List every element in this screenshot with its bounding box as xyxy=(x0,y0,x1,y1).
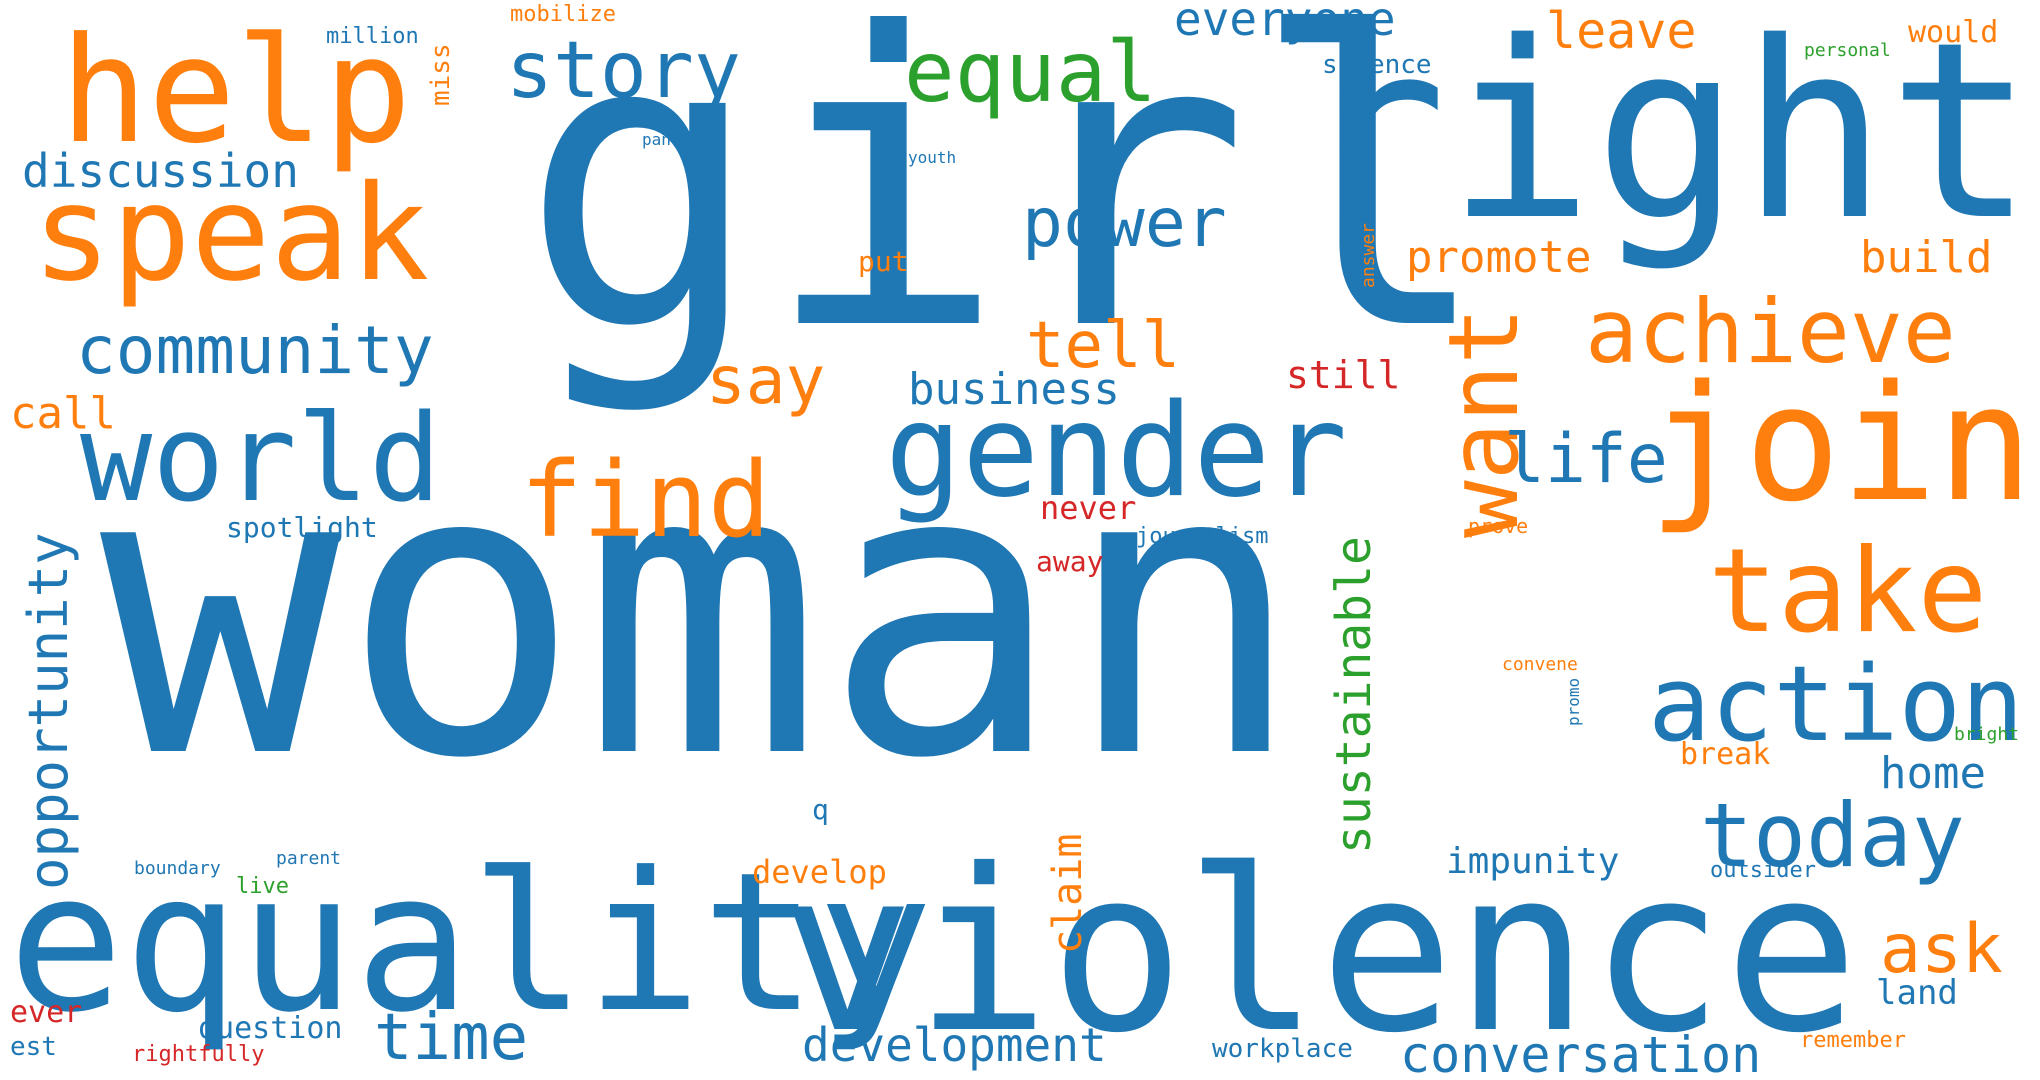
word-opportunity: opportunity xyxy=(17,532,80,890)
word-ask: ask xyxy=(1880,910,2003,989)
word-q: q xyxy=(812,793,829,826)
word-never: never xyxy=(1040,489,1137,527)
word-silence: silence xyxy=(1322,50,1432,80)
word-still: still xyxy=(1286,353,1401,397)
word-world: world xyxy=(80,390,442,529)
word-story: story xyxy=(506,26,741,116)
word-break: break xyxy=(1680,737,1771,772)
word-outsider: outsider xyxy=(1710,858,1816,883)
word-conversation: conversation xyxy=(1400,1026,1762,1080)
word-convene: convene xyxy=(1502,654,1578,675)
word-spotlight: spotlight xyxy=(226,511,378,544)
word-prove: prove xyxy=(1468,514,1529,538)
word-say: say xyxy=(706,342,826,419)
word-ever: ever xyxy=(10,995,83,1030)
word-development: development xyxy=(802,1018,1107,1072)
word-live: live xyxy=(236,874,289,899)
word-boundary: boundary xyxy=(134,858,221,879)
word-personal: personal xyxy=(1804,40,1891,61)
word-right: right xyxy=(1300,0,2035,274)
word-girl: girl xyxy=(520,0,1493,419)
word-community: community xyxy=(76,312,434,389)
word-bright: bright xyxy=(1954,724,2020,745)
word-discussion: discussion xyxy=(22,144,299,198)
word-today: today xyxy=(1700,784,1965,887)
word-take: take xyxy=(1708,524,1988,659)
word-violence: violence xyxy=(780,821,1859,1080)
word-time: time xyxy=(374,1001,529,1075)
word-away: away xyxy=(1036,545,1104,578)
word-remember: remember xyxy=(1800,1028,1906,1053)
word-would: would xyxy=(1908,15,1999,50)
word-life: life xyxy=(1504,420,1668,499)
word-speak: speak xyxy=(32,157,430,311)
word-sustainable: sustainable xyxy=(1326,536,1382,854)
word-miss: miss xyxy=(426,43,456,106)
word-pant: pant xyxy=(642,130,681,149)
word-everyone: everyone xyxy=(1174,0,1396,46)
word-tell: tell xyxy=(1026,309,1181,383)
word-est: est xyxy=(10,1032,57,1062)
word-woman: woman xyxy=(100,381,1305,846)
word-gender: gender xyxy=(885,377,1348,526)
word-join: join xyxy=(1648,350,2034,537)
word-promote: promote xyxy=(1406,232,1592,283)
word-parent: parent xyxy=(276,848,342,869)
word-impunity: impunity xyxy=(1446,841,1620,882)
word-action: action xyxy=(1648,643,2024,765)
word-million: million xyxy=(326,24,419,49)
word-rightfully: rightfully xyxy=(132,1042,265,1067)
word-equality: equality xyxy=(8,832,933,1055)
word-home: home xyxy=(1880,748,1986,799)
word-youth: youth xyxy=(908,148,957,167)
word-question: question xyxy=(198,1011,343,1046)
word-journalism: journalism xyxy=(1136,524,1269,549)
word-put: put xyxy=(858,245,909,278)
word-business: business xyxy=(908,364,1120,415)
word-power: power xyxy=(1022,184,1227,263)
word-claim: claim xyxy=(1045,833,1091,954)
word-find: find xyxy=(520,439,771,561)
word-achieve: achieve xyxy=(1585,280,1956,383)
word-develop: develop xyxy=(752,853,887,891)
word-build: build xyxy=(1860,232,1993,283)
word-help: help xyxy=(60,6,412,176)
word-mobilize: mobilize xyxy=(510,2,616,27)
word-answer: answer xyxy=(1358,222,1379,288)
word-equal: equal xyxy=(904,23,1157,121)
word-workplace: workplace xyxy=(1212,1034,1353,1064)
word-land: land xyxy=(1876,973,1958,1013)
word-leave: leave xyxy=(1546,2,1697,60)
word-call: call xyxy=(10,388,116,439)
word-promo: promo xyxy=(1564,677,1583,726)
